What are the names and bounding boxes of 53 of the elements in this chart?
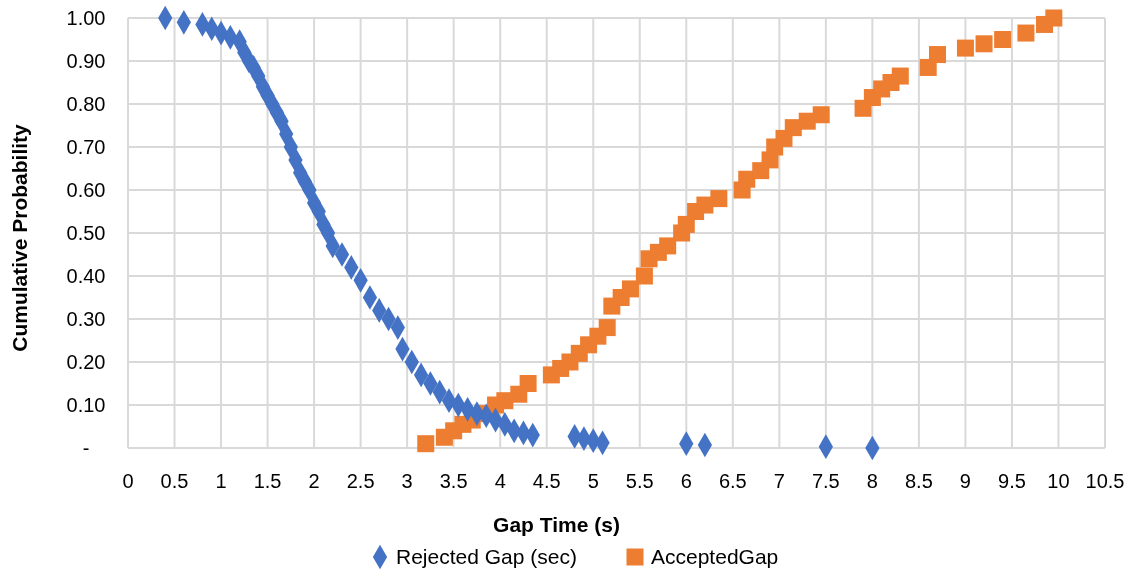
point	[417, 435, 435, 453]
y-tick-label: 0.60	[66, 179, 106, 201]
x-tick-label: 3.5	[439, 470, 468, 492]
legend-label: Rejected Gap (sec)	[396, 545, 577, 568]
point	[519, 375, 537, 392]
point	[891, 67, 909, 85]
point	[598, 319, 616, 337]
point	[956, 39, 974, 57]
x-tick-label: 9	[959, 470, 971, 492]
x-tick-label: 0	[122, 470, 134, 492]
point	[635, 267, 653, 285]
point	[621, 280, 639, 298]
x-tick-label: 6	[680, 470, 692, 492]
x-tick-label: 1	[215, 470, 227, 492]
x-tick-label: 8	[866, 470, 878, 492]
x-tick-label: 8.5	[905, 470, 933, 492]
point	[994, 31, 1012, 48]
x-tick-label: 9.5	[998, 470, 1026, 492]
legend-label: AcceptedGap	[651, 545, 779, 568]
point	[929, 46, 947, 64]
x-tick-label: 0.5	[160, 470, 189, 492]
x-tick-label: 6.5	[718, 470, 747, 492]
x-tick-label: 7	[773, 470, 785, 492]
x-tick-label: 7.5	[811, 470, 840, 492]
x-tick-label: 1.5	[253, 470, 282, 492]
y-tick-label: 0.30	[66, 308, 106, 330]
x-axis-title: Gap Time (s)	[493, 513, 620, 536]
x-tick-label: 4.5	[532, 470, 561, 492]
point	[738, 170, 756, 188]
point	[659, 237, 677, 255]
y-tick-label: 0.40	[66, 265, 106, 287]
x-tick-label: 10.5	[1085, 470, 1125, 492]
x-tick-label: 4	[494, 470, 506, 492]
point	[812, 106, 830, 124]
y-tick-label: 0.10	[66, 394, 106, 416]
y-axis-title: Cumulative Probability	[8, 123, 31, 352]
x-tick-label: 5	[587, 470, 599, 492]
x-tick-label: 5.5	[625, 470, 654, 492]
point	[975, 35, 993, 53]
y-tick-label: 1.00	[66, 7, 106, 29]
y-tick-label: 0.20	[66, 351, 106, 373]
y-tick-label: 0.70	[66, 136, 106, 158]
x-tick-label: 3	[401, 470, 413, 492]
x-tick-label: 2	[308, 470, 320, 492]
point	[710, 190, 728, 208]
point	[1045, 9, 1063, 27]
x-tick-label: 2.5	[346, 470, 375, 492]
y-tick-label: -	[82, 437, 90, 459]
point	[1017, 24, 1035, 42]
y-tick-label: 0.50	[66, 222, 106, 244]
y-tick-label: 0.80	[66, 93, 106, 115]
x-tick-label: 10	[1047, 470, 1070, 492]
y-tick-label: 0.90	[66, 50, 106, 72]
